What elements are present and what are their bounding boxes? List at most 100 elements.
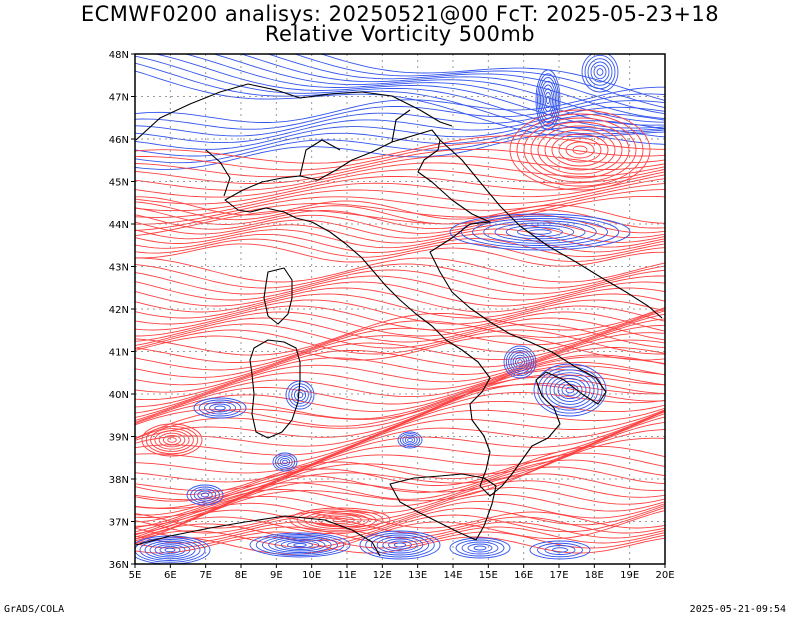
alps-border-line (135, 83, 453, 141)
positive-contour (135, 411, 665, 510)
positive-contour (530, 121, 630, 179)
positive-contour (135, 332, 665, 401)
positive-contour (516, 113, 644, 187)
corsica-outline (263, 267, 293, 325)
negative-contour (517, 227, 563, 237)
positive-contour (135, 162, 665, 191)
positive-contour (162, 434, 182, 446)
negative-contour (540, 80, 556, 120)
positive-contour (135, 168, 665, 198)
positive-contour (135, 374, 665, 441)
negative-contour (282, 459, 288, 465)
positive-contour (135, 281, 665, 307)
negative-contour (209, 403, 231, 413)
positive-contour (135, 500, 665, 538)
coastlines-borders (135, 83, 663, 557)
longitude-tick-label: 15E (479, 570, 498, 581)
negative-contour (514, 356, 526, 368)
positive-contour (135, 135, 665, 164)
negative-contour (279, 457, 291, 467)
negative-contour (472, 218, 608, 246)
latitude-tick-label: 36N (109, 560, 129, 571)
positive-contour (135, 466, 665, 516)
negative-contour (274, 538, 326, 552)
positive-contour (135, 459, 665, 509)
negative-contour (503, 345, 537, 379)
internal-border-line (205, 109, 411, 197)
negative-contour (186, 484, 224, 506)
negative-contour (596, 68, 604, 76)
positive-contour (167, 437, 177, 443)
latitude-tick-label: 39N (109, 433, 129, 444)
negative-contour (293, 54, 665, 109)
positive-contour (544, 129, 616, 171)
negative-contour (190, 486, 220, 504)
positive-contour (135, 257, 665, 283)
longitude-tick-label: 17E (549, 570, 568, 581)
negative-contour (382, 538, 418, 552)
negative-contour (512, 354, 528, 370)
positive-contour (135, 329, 665, 355)
longitude-tick-label: 10E (302, 570, 321, 581)
positive-contour (135, 178, 665, 218)
negative-contour (529, 540, 591, 560)
negative-contour (449, 213, 631, 251)
negative-contour (461, 541, 499, 555)
positive-contour (158, 432, 186, 448)
negative-contour (517, 359, 523, 365)
positive-contour (135, 307, 665, 356)
positive-contour (135, 263, 665, 289)
positive-contour (135, 361, 665, 421)
longitude-tick-label: 11E (337, 570, 356, 581)
positive-contour (135, 493, 665, 536)
positive-contour (135, 376, 665, 425)
negative-contour (135, 100, 665, 137)
positive-contour (135, 437, 665, 544)
negative-contour (153, 54, 665, 129)
positive-contour (135, 142, 665, 171)
negative-contour (296, 391, 304, 399)
negative-contour (280, 540, 320, 550)
latitude-tick-label: 44N (109, 220, 129, 231)
negative-contour (449, 537, 511, 559)
positive-contour (135, 356, 665, 439)
negative-contour (407, 437, 413, 443)
negative-contour (277, 456, 293, 468)
negative-contour (541, 84, 555, 116)
positive-contour (135, 413, 665, 518)
chart-subtitle: Relative Vorticity 500mb (264, 22, 536, 46)
negative-contour (154, 544, 186, 556)
latitude-tick-label: 43N (109, 263, 129, 274)
positive-contour (135, 383, 665, 447)
negative-contour (544, 545, 576, 555)
positive-contour (135, 287, 665, 313)
latitude-tick-label: 38N (109, 475, 129, 486)
longitude-tick-label: 14E (443, 570, 462, 581)
longitude-tick-label: 5E (129, 570, 142, 581)
longitude-tick-label: 12E (373, 570, 392, 581)
positive-contour (135, 233, 665, 258)
positive-contour (135, 299, 665, 325)
chart-title: ECMWF0200 analisys: 20250521@00 FcT: 202… (80, 2, 720, 26)
negative-contour (249, 532, 351, 558)
negative-contour (149, 542, 191, 558)
latitude-tick-label: 41N (109, 348, 129, 359)
negative-contour (553, 377, 587, 403)
negative-contour (212, 54, 665, 123)
longitude-tick-label: 9E (270, 570, 283, 581)
negative-contour (193, 488, 217, 502)
positive-contour (135, 195, 665, 237)
positive-contour (154, 430, 190, 450)
negative-contour (319, 54, 665, 101)
positive-contour (135, 308, 665, 363)
positive-contour (135, 189, 665, 232)
positive-contour (135, 511, 665, 529)
latitude-tick-label: 48N (109, 50, 129, 61)
positive-contour (135, 219, 665, 243)
negative-contour (272, 452, 298, 472)
positive-contour (537, 125, 623, 175)
negative-contour (590, 61, 610, 83)
footer-software-label: GrADS/COLA (4, 604, 65, 615)
latitude-tick-label: 46N (109, 135, 129, 146)
positive-contour (135, 214, 665, 239)
